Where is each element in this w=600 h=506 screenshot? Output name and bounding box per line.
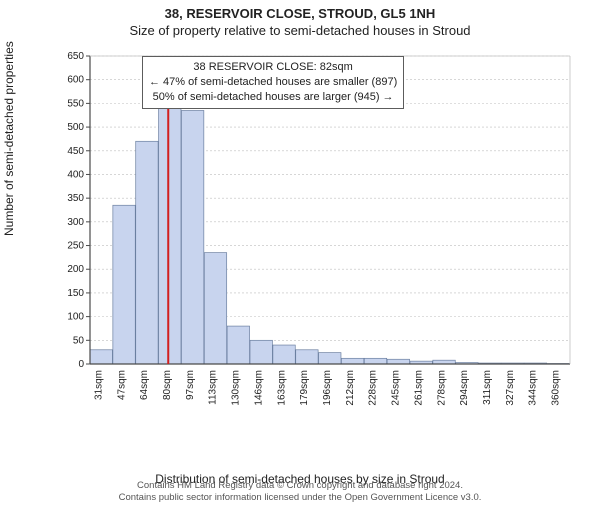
svg-text:64sqm: 64sqm (139, 370, 150, 400)
svg-text:400: 400 (67, 169, 84, 180)
svg-text:311sqm: 311sqm (482, 370, 493, 405)
svg-text:344sqm: 344sqm (528, 370, 539, 406)
svg-text:150: 150 (67, 288, 84, 299)
svg-text:294sqm: 294sqm (459, 370, 470, 406)
svg-text:245sqm: 245sqm (391, 370, 402, 406)
annotation-box: 38 RESERVOIR CLOSE: 82sqm← 47% of semi-d… (142, 56, 404, 109)
svg-text:146sqm: 146sqm (253, 370, 264, 406)
svg-text:50: 50 (73, 335, 85, 346)
svg-text:300: 300 (67, 217, 84, 228)
svg-text:100: 100 (67, 312, 84, 323)
svg-text:47sqm: 47sqm (116, 370, 127, 400)
svg-text:350: 350 (67, 193, 84, 204)
svg-text:113sqm: 113sqm (208, 370, 219, 405)
svg-text:228sqm: 228sqm (368, 370, 379, 406)
page-title: 38, RESERVOIR CLOSE, STROUD, GL5 1NH (0, 6, 600, 21)
svg-text:179sqm: 179sqm (299, 370, 310, 406)
svg-text:97sqm: 97sqm (185, 370, 196, 400)
footer-credits: Contains HM Land Registry data © Crown c… (0, 480, 600, 504)
svg-text:278sqm: 278sqm (436, 370, 447, 406)
svg-text:212sqm: 212sqm (345, 370, 356, 406)
svg-text:31sqm: 31sqm (93, 370, 104, 400)
svg-text:200: 200 (67, 264, 84, 275)
svg-text:550: 550 (67, 98, 84, 109)
svg-text:0: 0 (78, 359, 84, 370)
svg-text:80sqm: 80sqm (162, 370, 173, 400)
footer-line-2: Contains public sector information licen… (0, 492, 600, 504)
footer-line-1: Contains HM Land Registry data © Crown c… (0, 480, 600, 492)
page-subtitle: Size of property relative to semi-detach… (0, 23, 600, 38)
svg-text:500: 500 (67, 122, 84, 133)
svg-text:650: 650 (67, 52, 84, 62)
svg-text:196sqm: 196sqm (322, 370, 333, 406)
svg-text:261sqm: 261sqm (413, 370, 424, 406)
svg-text:250: 250 (67, 241, 84, 252)
y-axis-label: Number of semi-detached properties (2, 41, 16, 236)
svg-text:450: 450 (67, 146, 84, 157)
chart-area: 0 50 100 150 200 250 300 350 400 450 500 550 600 650 3… (58, 52, 578, 412)
svg-text:130sqm: 130sqm (231, 370, 242, 406)
svg-text:360sqm: 360sqm (551, 370, 562, 406)
svg-text:327sqm: 327sqm (505, 370, 516, 406)
svg-text:600: 600 (67, 75, 84, 86)
svg-text:163sqm: 163sqm (276, 370, 287, 406)
